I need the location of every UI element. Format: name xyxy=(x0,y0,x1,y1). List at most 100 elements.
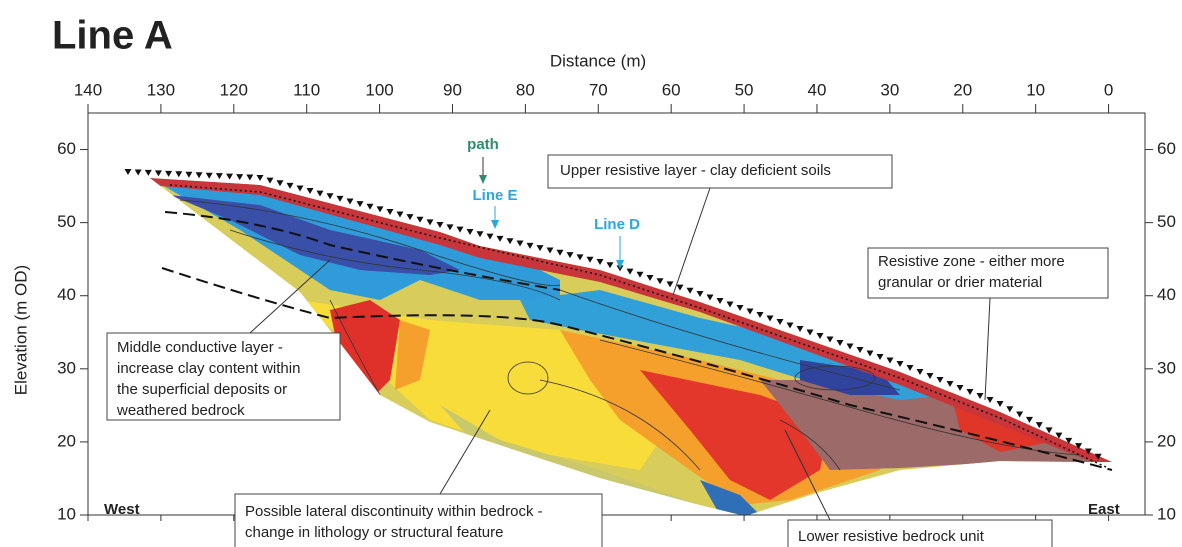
annotation: Upper resistive layer - clay deficient s… xyxy=(560,162,831,179)
surface-marker xyxy=(1084,448,1092,455)
surface-marker xyxy=(566,252,574,259)
surface-marker xyxy=(346,198,354,205)
surface-marker xyxy=(436,222,444,228)
x-tick-label: 130 xyxy=(147,80,175,99)
x-tick-label: 50 xyxy=(735,80,754,99)
surface-marker xyxy=(626,268,634,275)
surface-marker xyxy=(236,174,244,181)
surface-marker xyxy=(1035,422,1043,429)
surface-marker xyxy=(796,326,804,332)
surface-marker xyxy=(426,219,434,226)
surface-marker xyxy=(476,231,484,238)
surface-marker xyxy=(576,254,584,261)
surface-marker xyxy=(356,201,364,208)
surface-marker xyxy=(846,343,854,350)
y-axis-label: Elevation (m OD) xyxy=(11,265,30,395)
surface-marker xyxy=(966,389,974,395)
surface-marker xyxy=(646,275,654,281)
annotation: the superficial deposits or xyxy=(117,381,287,398)
surface-marker xyxy=(1094,453,1102,460)
y-tick-label-right: 10 xyxy=(1157,504,1176,523)
surface-markers xyxy=(124,169,1102,460)
surface-marker xyxy=(866,350,874,357)
surface-marker xyxy=(386,208,394,215)
surface-marker xyxy=(286,182,294,189)
surface-marker xyxy=(316,190,324,197)
surface-marker xyxy=(636,271,644,278)
surface-marker xyxy=(195,172,203,179)
surface-marker xyxy=(676,284,684,291)
x-tick-label: 10 xyxy=(1026,80,1045,99)
y-tick-label: 40 xyxy=(57,285,76,304)
x-tick-label: 60 xyxy=(662,80,681,99)
surface-marker xyxy=(1075,443,1083,450)
x-tick-label: 100 xyxy=(365,80,393,99)
x-tick-label: 20 xyxy=(953,80,972,99)
surface-marker xyxy=(134,169,142,176)
surface-marker xyxy=(816,333,824,339)
x-tick-label: 40 xyxy=(808,80,827,99)
x-tick-label: 80 xyxy=(516,80,535,99)
west-label: West xyxy=(104,501,140,518)
annotation: granular or drier material xyxy=(878,274,1042,291)
surface-marker xyxy=(366,203,374,210)
surface-marker xyxy=(836,340,844,346)
surface-marker xyxy=(326,193,334,200)
surface-marker xyxy=(1045,427,1053,434)
x-tick-label: 120 xyxy=(220,80,248,99)
surface-marker xyxy=(586,256,594,263)
surface-marker xyxy=(526,242,534,249)
x-tick-label: 0 xyxy=(1104,80,1113,99)
y-tick-label: 10 xyxy=(57,504,76,523)
x-tick-label: 140 xyxy=(74,80,102,99)
surface-marker xyxy=(696,291,704,297)
x-tick-label: 90 xyxy=(443,80,462,99)
annotation: Line E xyxy=(472,187,517,204)
surface-marker xyxy=(666,281,674,288)
surface-marker xyxy=(536,245,544,252)
surface-marker xyxy=(736,305,744,311)
surface-marker xyxy=(856,347,864,353)
surface-marker xyxy=(165,170,173,177)
surface-marker xyxy=(496,235,504,242)
surface-marker xyxy=(446,224,454,231)
y-tick-label: 20 xyxy=(57,431,76,450)
surface-marker xyxy=(226,173,234,180)
surface-marker xyxy=(686,287,694,294)
annotation: Lower resistive bedrock unit xyxy=(798,528,985,545)
surface-marker xyxy=(256,175,264,181)
surface-marker xyxy=(466,228,474,235)
surface-marker xyxy=(296,185,304,192)
surface-marker xyxy=(756,312,764,318)
surface-marker xyxy=(986,397,994,403)
annotation: Line D xyxy=(594,216,640,233)
surface-marker xyxy=(396,211,404,218)
surface-marker xyxy=(726,301,734,308)
y-tick-label-right: 40 xyxy=(1157,285,1176,304)
surface-marker xyxy=(205,172,213,179)
surface-marker xyxy=(416,216,424,223)
surface-marker xyxy=(776,319,784,325)
surface-marker xyxy=(926,373,934,379)
y-tick-label-right: 20 xyxy=(1157,431,1176,450)
surface-marker xyxy=(175,171,183,178)
chart-title: Line A xyxy=(52,14,173,58)
surface-marker xyxy=(546,247,554,254)
annotation: Resistive zone - either more xyxy=(878,253,1065,270)
surface-marker xyxy=(246,174,254,181)
surface-marker xyxy=(215,173,223,180)
surface-marker xyxy=(716,298,724,304)
east-label: East xyxy=(1088,501,1120,518)
x-tick-label: 110 xyxy=(293,80,320,99)
surface-marker xyxy=(154,170,162,177)
surface-marker xyxy=(376,206,384,213)
surface-marker xyxy=(746,308,754,315)
surface-marker xyxy=(596,259,604,265)
surface-marker xyxy=(786,322,794,329)
surface-marker xyxy=(406,214,414,221)
annotation: Middle conductive layer - xyxy=(117,339,283,356)
y-tick-label: 50 xyxy=(57,212,76,231)
surface-marker xyxy=(266,177,274,184)
annotation: weathered bedrock xyxy=(116,402,245,419)
surface-marker xyxy=(506,238,514,245)
